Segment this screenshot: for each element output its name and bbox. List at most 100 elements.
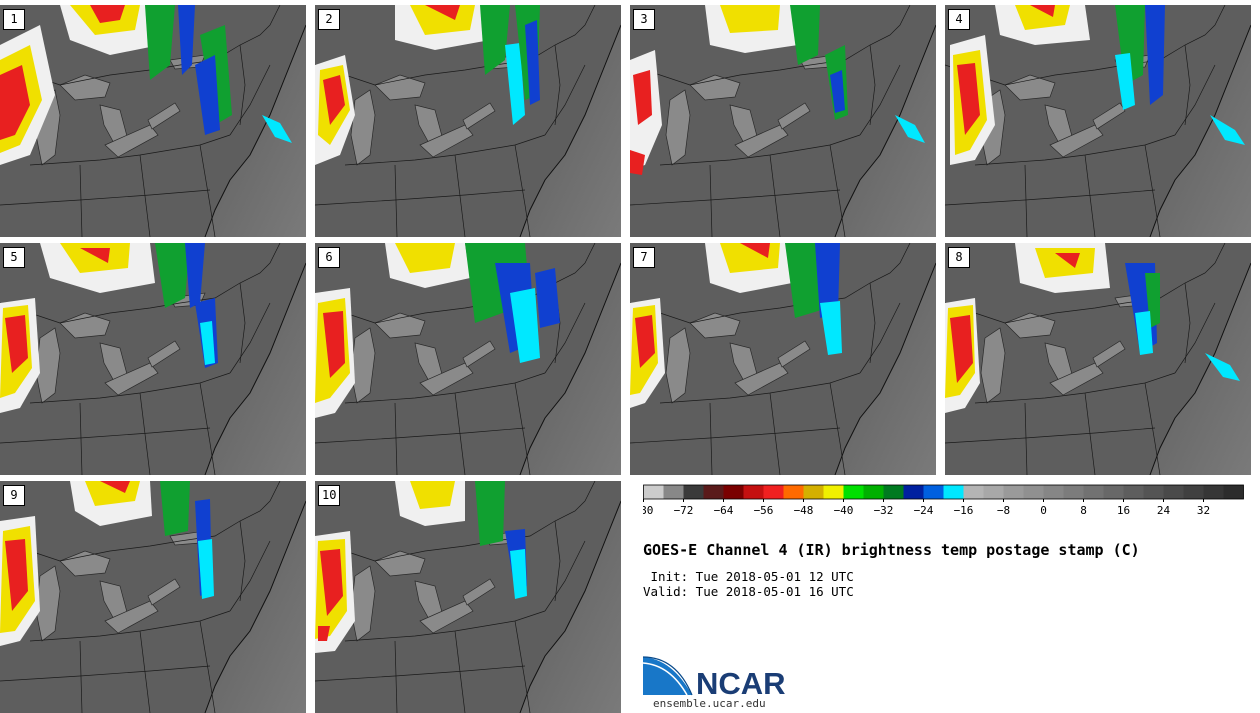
great-lake [419,600,474,634]
panel-number: 10 [318,485,341,506]
coastline [834,262,936,475]
great-lake [1049,124,1104,158]
state-border [1184,282,1191,364]
cloud-region [633,70,652,125]
cloud-region [410,481,455,509]
colorbar-cell [663,485,684,499]
postage-stamp-panel: 9 [0,481,306,713]
state-border [199,382,216,475]
great-lake [1092,102,1126,130]
cloud-region [0,65,30,140]
colorbar-tick-label: −8 [997,504,1010,517]
cloud-region [195,55,220,135]
great-lake [1092,340,1126,368]
satellite-ir-map [315,243,621,475]
satellite-ir-map [630,5,936,237]
great-lake [104,124,159,158]
cloud-region [1145,5,1165,105]
cloud-region [475,481,505,546]
great-lake [419,362,474,396]
colorbar-cell [883,485,904,499]
state-border [1084,154,1096,237]
great-lake [59,312,111,339]
cloud-region [200,321,215,365]
great-lake [1004,312,1056,339]
cloud-region [395,243,455,273]
colorbar-cell [643,485,664,499]
state-border [544,540,586,612]
great-lake [462,578,496,606]
state-border [769,392,781,475]
state-border [514,382,531,475]
great-lake [1004,74,1056,101]
colorbar-tick-label: 0 [1040,504,1047,517]
cloud-region [525,20,540,105]
cloud-region [1115,53,1135,110]
cloud-region [320,549,343,616]
colorbar-cell [1183,485,1204,499]
great-lake [419,124,474,158]
colorbar-cell [1023,485,1044,499]
state-border [869,44,876,126]
cloud-region [185,243,205,308]
postage-stamp-panel: 4 [945,5,1251,237]
logo-url: ensemble.ucar.edu [653,697,766,710]
atlantic-ocean [205,263,306,475]
state-border [544,64,586,136]
cloud-region [90,5,125,23]
cloud-region [1015,5,1070,30]
atlantic-ocean [205,25,306,237]
cloud-region [1210,115,1245,145]
state-border [514,620,531,713]
great-lake [59,550,111,577]
colorbar-cell [1123,485,1144,499]
great-lake [374,312,426,339]
state-border [0,665,211,682]
atlantic-ocean [1150,25,1251,237]
cloud-region [155,243,190,308]
state-border [829,382,846,475]
state-border [630,427,841,444]
colorbar-cell [1203,485,1224,499]
cloud-region [100,481,130,493]
ncar-logo: NCAR [642,656,786,697]
cloud-region [790,5,820,65]
state-border [315,665,526,682]
colorbar-cell [783,485,804,499]
state-border [394,640,398,713]
colorbar-tick-label: −24 [914,504,934,517]
state-border [315,189,526,206]
state-border [709,164,713,237]
panel-number: 9 [3,485,25,506]
atlantic-ocean [835,25,936,237]
cloud-region [323,75,345,125]
state-border [829,144,846,237]
great-lake [462,102,496,130]
great-lake [374,550,426,577]
colorbar-cell [1043,485,1064,499]
great-lake [104,600,159,634]
panel-number: 1 [3,9,25,30]
postage-stamp-panel: 6 [315,243,621,475]
colorbar-tick-label: 24 [1157,504,1171,517]
state-border [139,392,151,475]
colorbar-tick-label: −48 [794,504,814,517]
colorbar-cell [903,485,924,499]
colorbar-cell [803,485,824,499]
great-lake [665,327,691,404]
state-border [139,154,151,237]
cloud-region [510,549,527,599]
cloud-region [425,5,460,20]
colorbar-tick-label: −40 [834,504,854,517]
colorbar-cell [843,485,864,499]
colorbar-tick-label: 32 [1197,504,1210,517]
cloud-region [160,481,190,536]
colorbar-tick-label: −16 [954,504,974,517]
coastline [834,24,936,237]
great-lake [777,340,811,368]
satellite-ir-map [0,5,306,237]
atlantic-ocean [520,501,621,713]
colorbar-cell [1223,485,1244,499]
colorbar-cell [963,485,984,499]
